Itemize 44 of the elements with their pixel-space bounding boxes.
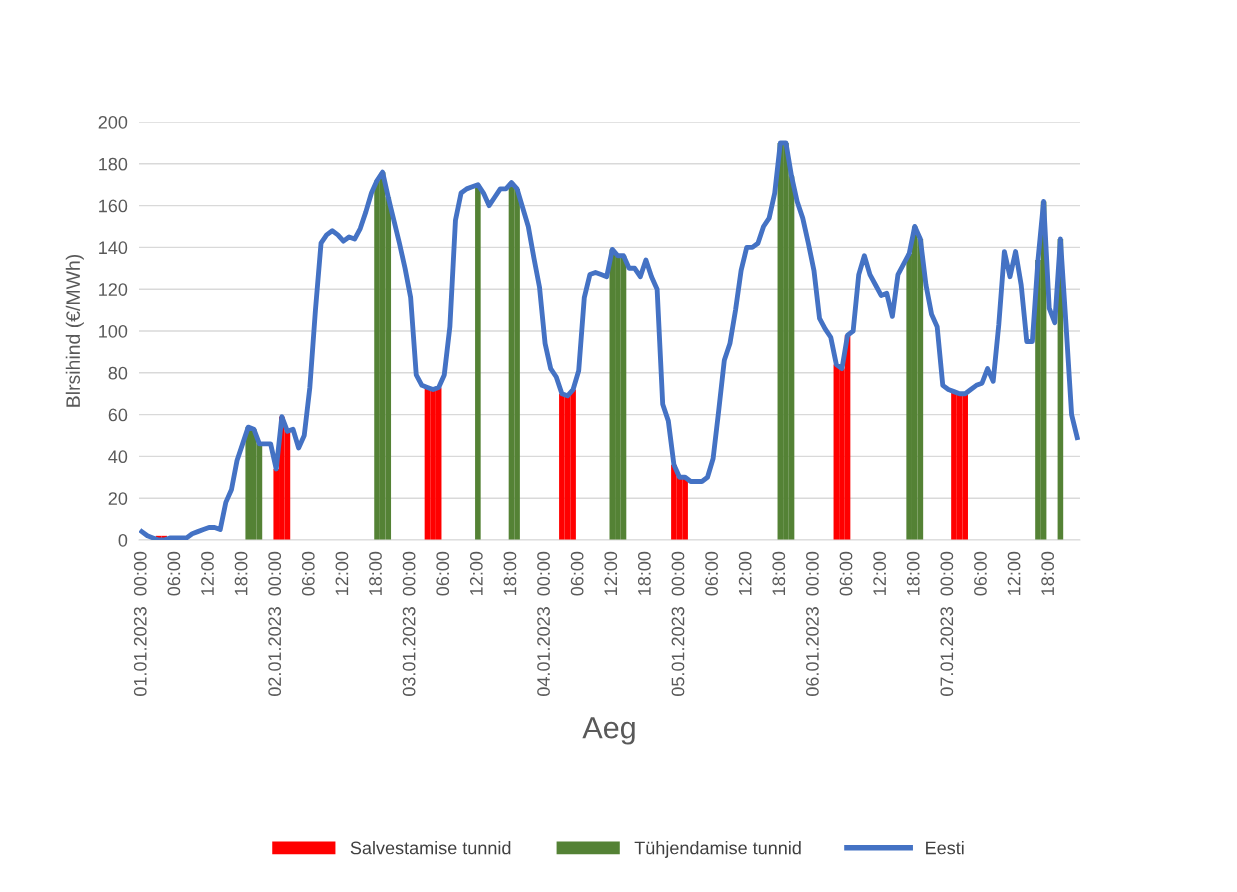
x-tick-label: 06.01.2023 00:00 <box>806 551 819 696</box>
x-tick-label: 02.01.2023 00:00 <box>268 551 282 696</box>
y-tick-label: 160 <box>99 199 128 213</box>
y-tick-label: 40 <box>108 450 128 464</box>
x-tick-label: 12:00 <box>335 551 349 595</box>
y-tick-label: 0 <box>118 533 128 547</box>
x-tick-label: 03.01.2023 00:00 <box>402 551 416 696</box>
x-tick-label: 18:00 <box>369 551 382 595</box>
x-tick-label: 06:00 <box>974 551 987 596</box>
x-tick-label: 06:00 <box>570 551 584 596</box>
x-axis-title: Aeg <box>582 717 635 745</box>
y-tick-label: 60 <box>108 408 128 422</box>
y-tick-label: 20 <box>108 492 128 505</box>
x-tick-label: 18:00 <box>234 551 248 595</box>
x-tick-label: 07.01.2023 00:00 <box>940 551 954 696</box>
legend-label: Salvestamise tunnid <box>350 841 511 855</box>
x-tick-label: 01.01.2023 00:00 <box>133 551 147 696</box>
x-tick-label: 12:00 <box>873 551 886 595</box>
x-tick-label: 06:00 <box>301 551 315 596</box>
x-tick-label: 18:00 <box>503 551 517 595</box>
y-tick-label: 180 <box>99 157 128 171</box>
x-tick-label: 18:00 <box>772 551 786 595</box>
y-tick-label: 140 <box>99 241 128 255</box>
y-tick-label: 80 <box>108 366 128 380</box>
y-tick-label: 200 <box>98 115 128 129</box>
x-tick-label: 18:00 <box>906 551 920 595</box>
x-tick-label: 05.01.2023 00:00 <box>671 551 685 696</box>
x-tick-label: 04.01.2023 00:00 <box>537 551 550 696</box>
legend-label: Eesti <box>926 841 964 855</box>
y-tick-label: 120 <box>99 283 128 296</box>
x-tick-label: 12:00 <box>201 551 214 595</box>
legend-label: Tühjendamise tunnid <box>634 841 801 858</box>
x-tick-label: 12:00 <box>469 551 483 595</box>
x-tick-label: 06:00 <box>705 551 718 596</box>
x-tick-label: 12:00 <box>1007 551 1021 595</box>
x-tick-label: 06:00 <box>167 551 181 596</box>
x-tick-label: 18:00 <box>1041 551 1055 595</box>
x-tick-label: 06:00 <box>436 551 450 596</box>
y-axis-title: Blrsihind (€/MWh) <box>65 254 84 407</box>
x-tick-label: 12:00 <box>738 551 752 595</box>
x-tick-label: 06:00 <box>839 551 853 596</box>
x-tick-label: 12:00 <box>604 551 618 595</box>
x-tick-label: 18:00 <box>637 551 651 595</box>
y-tick-label: 100 <box>99 324 128 338</box>
